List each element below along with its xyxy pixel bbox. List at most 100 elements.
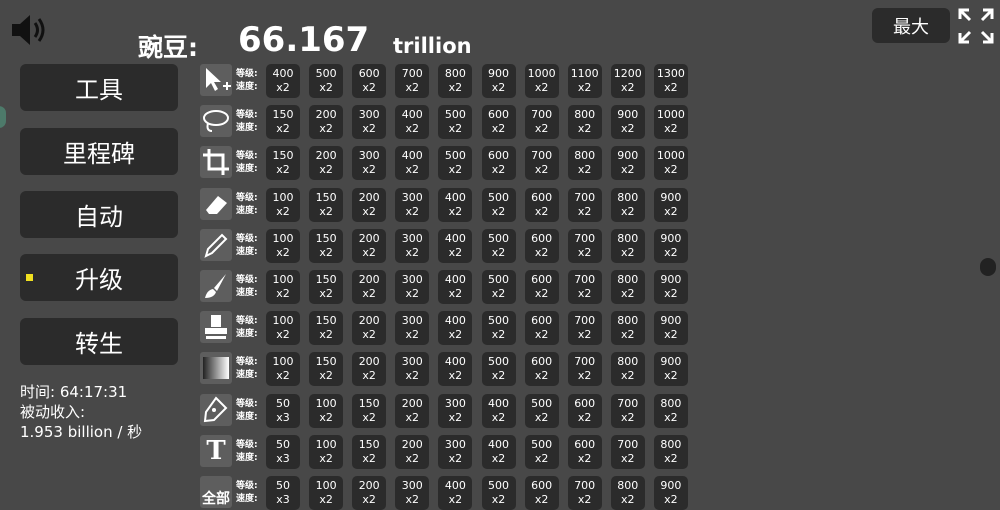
upgrade-button[interactable]: 100 x2	[309, 393, 344, 428]
upgrade-button[interactable]: 600 x2	[481, 146, 516, 181]
upgrade-button[interactable]: 600 x2	[524, 352, 559, 387]
menu-button[interactable]: 转生	[20, 318, 178, 365]
upgrade-button[interactable]: 50 x3	[266, 393, 300, 428]
upgrade-button[interactable]: 100 x2	[266, 228, 300, 263]
upgrade-button[interactable]: 150 x2	[352, 393, 387, 428]
upgrade-button[interactable]: 1000 x2	[524, 64, 559, 98]
upgrade-button[interactable]: 100 x2	[266, 311, 300, 346]
upgrade-button[interactable]: 400 x2	[438, 352, 473, 387]
upgrade-button[interactable]: 200 x2	[309, 146, 344, 181]
upgrade-button[interactable]: 100 x2	[309, 434, 344, 469]
upgrade-button[interactable]: 500 x2	[481, 352, 516, 387]
upgrade-button[interactable]: 900 x2	[610, 146, 645, 181]
upgrade-button[interactable]: 200 x2	[395, 434, 430, 469]
upgrade-button[interactable]: 700 x2	[524, 105, 559, 140]
upgrade-button[interactable]: 200 x2	[309, 105, 344, 140]
side-tab[interactable]	[0, 106, 6, 128]
upgrade-button[interactable]: 1300 x2	[653, 64, 688, 98]
upgrade-button[interactable]: 400 x2	[395, 105, 430, 140]
upgrade-button[interactable]: 300 x2	[438, 393, 473, 428]
upgrade-button[interactable]: 300 x2	[352, 146, 387, 181]
upgrade-button[interactable]: 700 x2	[567, 476, 602, 510]
menu-button[interactable]: 升级	[20, 254, 178, 301]
upgrade-button[interactable]: 150 x2	[352, 434, 387, 469]
upgrade-button[interactable]: 900 x2	[653, 311, 688, 346]
upgrade-button[interactable]: 600 x2	[524, 476, 559, 510]
upgrade-button[interactable]: 150 x2	[309, 270, 344, 304]
upgrade-button[interactable]: 150 x2	[309, 352, 344, 387]
upgrade-button[interactable]: 600 x2	[352, 64, 387, 98]
upgrade-button[interactable]: 800 x2	[610, 187, 645, 222]
upgrade-button[interactable]: 300 x2	[438, 434, 473, 469]
upgrade-button[interactable]: 100 x2	[266, 270, 300, 304]
upgrade-button[interactable]: 700 x2	[567, 352, 602, 387]
upgrade-button[interactable]: 300 x2	[395, 270, 430, 304]
upgrade-button[interactable]: 400 x2	[481, 434, 516, 469]
upgrade-button[interactable]: 900 x2	[653, 228, 688, 263]
helper-icon[interactable]	[980, 258, 996, 276]
upgrade-button[interactable]: 400 x2	[481, 393, 516, 428]
upgrade-button[interactable]: 700 x2	[610, 393, 645, 428]
upgrade-button[interactable]: 300 x2	[395, 228, 430, 263]
sound-button[interactable]	[10, 12, 50, 48]
upgrade-button[interactable]: 300 x2	[395, 352, 430, 387]
upgrade-button[interactable]: 900 x2	[653, 270, 688, 304]
upgrade-button[interactable]: 600 x2	[524, 187, 559, 222]
upgrade-button[interactable]: 400 x2	[438, 228, 473, 263]
menu-button[interactable]: 工具	[20, 64, 178, 111]
upgrade-button[interactable]: 800 x2	[567, 105, 602, 140]
upgrade-button[interactable]: 100 x2	[266, 187, 300, 222]
upgrade-button[interactable]: 200 x2	[352, 228, 387, 263]
upgrade-button[interactable]: 400 x2	[438, 311, 473, 346]
upgrade-button[interactable]: 200 x2	[352, 270, 387, 304]
menu-button[interactable]: 里程碑	[20, 128, 178, 175]
upgrade-button[interactable]: 500 x2	[524, 393, 559, 428]
upgrade-button[interactable]: 1000 x2	[653, 105, 688, 140]
upgrade-button[interactable]: 700 x2	[610, 434, 645, 469]
upgrade-button[interactable]: 300 x2	[395, 187, 430, 222]
upgrade-button[interactable]: 900 x2	[481, 64, 516, 98]
menu-button[interactable]: 自动	[20, 191, 178, 238]
upgrade-button[interactable]: 600 x2	[524, 311, 559, 346]
upgrade-button[interactable]: 700 x2	[567, 270, 602, 304]
upgrade-button[interactable]: 200 x2	[395, 393, 430, 428]
upgrade-button[interactable]: 400 x2	[266, 64, 300, 98]
upgrade-button[interactable]: 500 x2	[481, 228, 516, 263]
upgrade-button[interactable]: 700 x2	[567, 187, 602, 222]
upgrade-button[interactable]: 800 x2	[610, 270, 645, 304]
upgrade-button[interactable]: 1100 x2	[567, 64, 602, 98]
upgrade-button[interactable]: 500 x2	[524, 434, 559, 469]
upgrade-button[interactable]: 400 x2	[395, 146, 430, 181]
upgrade-button[interactable]: 900 x2	[653, 352, 688, 387]
upgrade-button[interactable]: 300 x2	[352, 105, 387, 140]
fullscreen-button[interactable]	[958, 8, 994, 44]
upgrade-button[interactable]: 100 x2	[266, 352, 300, 387]
upgrade-button[interactable]: 600 x2	[567, 434, 602, 469]
upgrade-button[interactable]: 600 x2	[524, 228, 559, 263]
upgrade-button[interactable]: 500 x2	[309, 64, 344, 98]
upgrade-button[interactable]: 500 x2	[481, 311, 516, 346]
upgrade-button[interactable]: 700 x2	[567, 228, 602, 263]
upgrade-button[interactable]: 800 x2	[653, 434, 688, 469]
upgrade-button[interactable]: 800 x2	[610, 311, 645, 346]
upgrade-button[interactable]: 300 x2	[395, 476, 430, 510]
upgrade-button[interactable]: 800 x2	[438, 64, 473, 98]
upgrade-button[interactable]: 50 x3	[266, 476, 300, 510]
upgrade-button[interactable]: 700 x2	[567, 311, 602, 346]
upgrade-button[interactable]: 300 x2	[395, 311, 430, 346]
upgrade-button[interactable]: 900 x2	[653, 187, 688, 222]
upgrade-button[interactable]: 150 x2	[266, 105, 300, 140]
upgrade-button[interactable]: 800 x2	[567, 146, 602, 181]
upgrade-button[interactable]: 400 x2	[438, 270, 473, 304]
upgrade-button[interactable]: 400 x2	[438, 476, 473, 510]
upgrade-button[interactable]: 800 x2	[610, 476, 645, 510]
upgrade-button[interactable]: 600 x2	[524, 270, 559, 304]
upgrade-button[interactable]: 500 x2	[438, 105, 473, 140]
upgrade-button[interactable]: 200 x2	[352, 311, 387, 346]
upgrade-button[interactable]: 600 x2	[567, 393, 602, 428]
upgrade-button[interactable]: 800 x2	[653, 393, 688, 428]
upgrade-button[interactable]: 200 x2	[352, 187, 387, 222]
upgrade-button[interactable]: 200 x2	[352, 352, 387, 387]
upgrade-button[interactable]: 900 x2	[653, 476, 688, 510]
upgrade-button[interactable]: 800 x2	[610, 352, 645, 387]
